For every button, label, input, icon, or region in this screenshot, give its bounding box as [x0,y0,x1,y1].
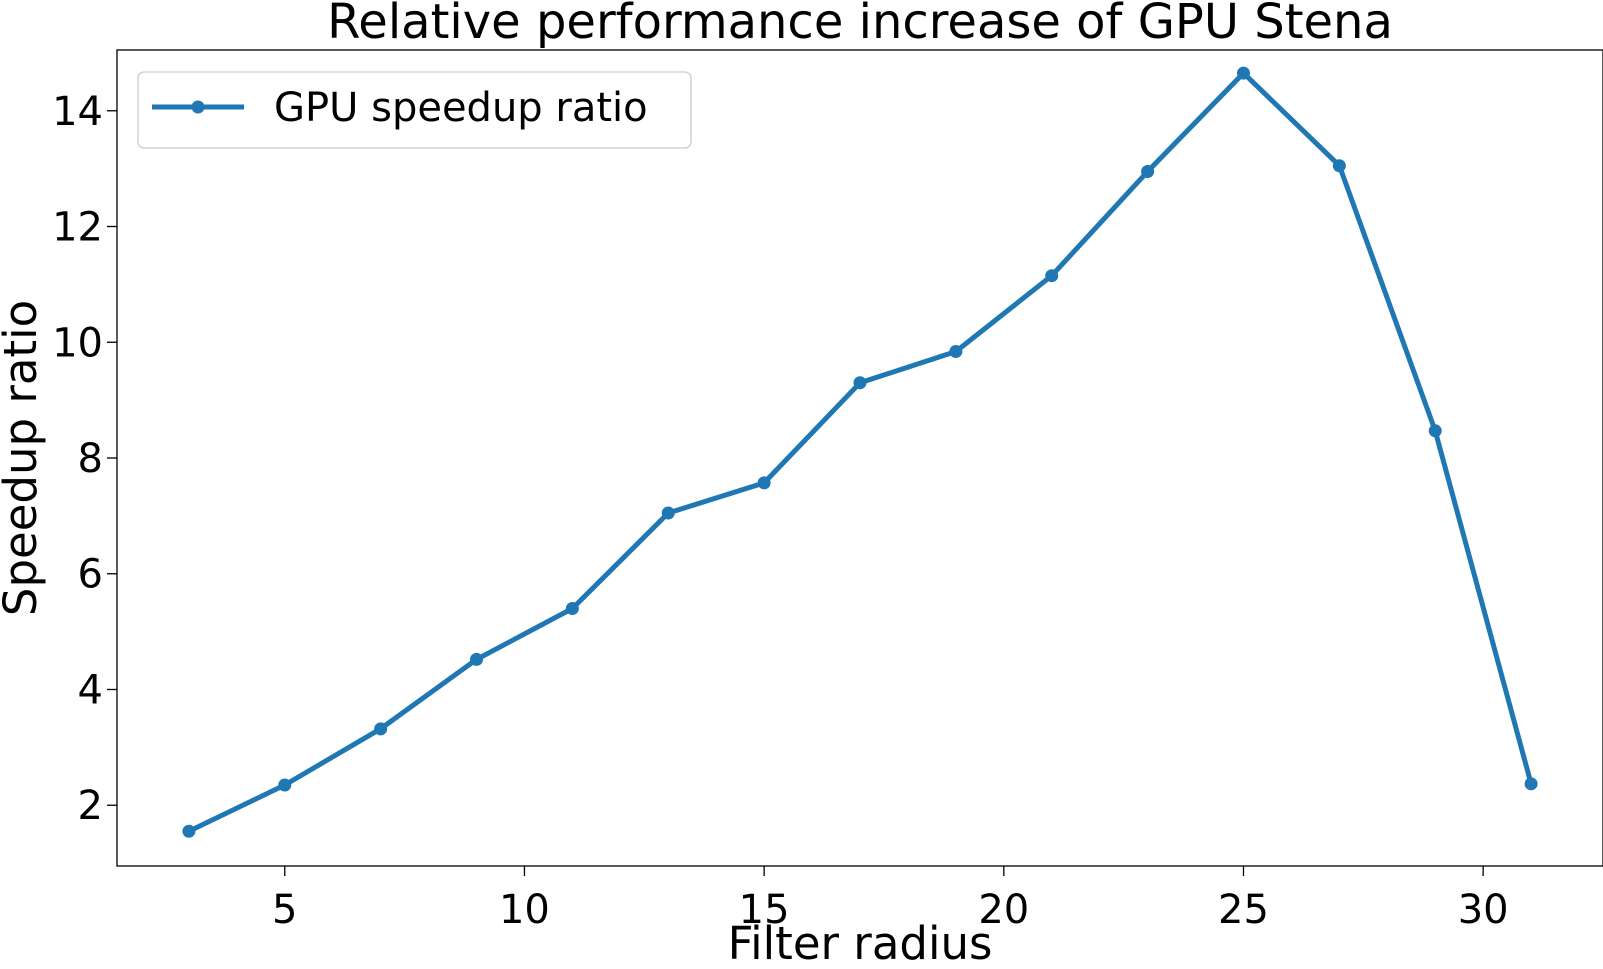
data-point [758,476,771,489]
x-tick-label: 25 [1218,887,1269,933]
data-point [1237,67,1250,80]
legend: GPU speedup ratio [138,72,691,148]
x-tick-label: 10 [499,887,550,933]
data-point [182,825,195,838]
chart-title: Relative performance increase of GPU Ste… [327,0,1393,50]
y-tick-label: 2 [78,783,103,829]
y-tick-label: 10 [52,320,103,366]
y-tick-label: 8 [78,436,103,482]
data-point [1429,424,1442,437]
y-axis-label: Speedup ratio [0,300,47,616]
y-tick-label: 6 [78,552,103,598]
data-point [374,722,387,735]
data-point [470,653,483,666]
data-point [566,602,579,615]
x-tick-label: 30 [1458,887,1509,933]
data-point [949,345,962,358]
data-point [1333,159,1346,172]
x-axis-label: Filter radius [728,917,993,969]
y-tick-label: 14 [52,89,103,135]
legend-series-marker [192,101,205,114]
legend-series-label: GPU speedup ratio [274,85,648,131]
data-point [1525,777,1538,790]
y-tick-label: 12 [52,205,103,251]
data-point [278,778,291,791]
y-tick-label: 4 [78,667,103,713]
data-point [662,506,675,519]
data-point [854,376,867,389]
data-point [1141,165,1154,178]
x-tick-label: 5 [272,887,297,933]
data-point [1045,269,1058,282]
